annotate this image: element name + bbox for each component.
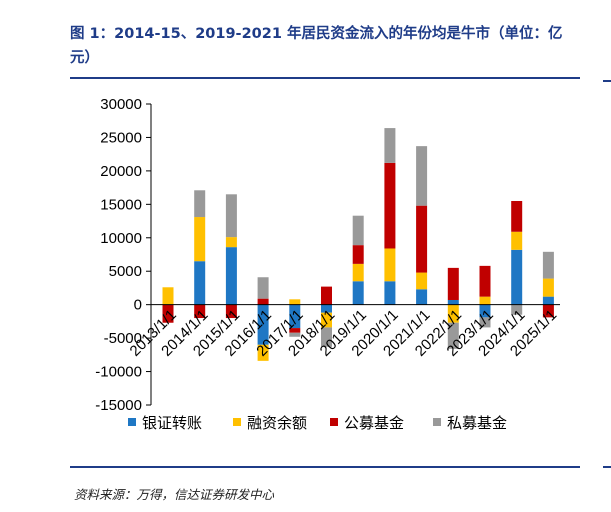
bar-2021/1/1-公募基金: [416, 205, 428, 273]
bar-2023/1/1-融资余额: [479, 296, 491, 305]
y-tick-label: -10000: [95, 364, 142, 381]
bar-2021/1/1-银证转账: [416, 289, 428, 305]
bar-2016/1/1-私募基金: [257, 277, 269, 299]
y-tick-label: 30000: [100, 96, 142, 113]
y-tick-label: -5000: [104, 330, 142, 347]
bar-2015/1/1-公募基金: [225, 304, 237, 319]
bar-2020/1/1-银证转账: [384, 281, 396, 305]
bar-2024/1/1-融资余额: [511, 231, 523, 250]
legend-swatch-融资余额: [233, 418, 241, 426]
bar-2014/1/1-公募基金: [194, 304, 206, 319]
y-tick-label: 0: [134, 297, 142, 314]
bar-2018/1/1-私募基金: [321, 327, 332, 347]
bar-2022/1/1-公募基金: [447, 267, 459, 300]
bar-2013/1/1-融资余额: [162, 287, 174, 305]
bar-2014/1/1-银证转账: [194, 261, 206, 305]
bar-2018/1/1-银证转账: [321, 304, 332, 313]
legend-label: 融资余额: [247, 414, 307, 432]
y-tick-label: 10000: [100, 230, 142, 247]
y-tick-label: 25000: [100, 129, 142, 146]
bar-2015/1/1-银证转账: [225, 247, 237, 305]
bar-2022/1/1-融资余额: [447, 304, 459, 323]
bar-2018/1/1-公募基金: [321, 286, 332, 305]
legend-label: 银证转账: [142, 414, 202, 432]
bar-2025/1/1-私募基金: [542, 251, 554, 279]
bar-2020/1/1-公募基金: [384, 162, 396, 249]
bar-2015/1/1-融资余额: [225, 237, 237, 248]
legend: 银证转账 融资余额 公募基金 私募基金: [128, 414, 507, 432]
bar-2025/1/1-银证转账: [542, 296, 554, 305]
bar-2016/1/1-融资余额: [257, 344, 269, 361]
bar-2014/1/1-私募基金: [194, 190, 206, 218]
bar-2017/1/1-融资余额: [289, 299, 301, 305]
bar-2024/1/1-私募基金: [511, 304, 523, 315]
legend-swatch-私募基金: [433, 418, 441, 426]
footer-rule: [70, 466, 580, 468]
bar-2017/1/1-银证转账: [289, 304, 301, 329]
bar-2019/1/1-融资余额: [352, 263, 364, 282]
bar-2021/1/1-融资余额: [416, 272, 428, 290]
bar-2023/1/1-私募基金: [479, 317, 491, 328]
bar-2019/1/1-公募基金: [352, 245, 364, 264]
bar-2017/1/1-私募基金: [289, 332, 301, 337]
legend-swatch-公募基金: [330, 418, 338, 426]
bar-2020/1/1-融资余额: [384, 248, 396, 282]
figure-title: 图 1：2014-15、2019-2021 年居民资金流入的年份均是牛市（单位：…: [70, 26, 563, 66]
bar-2025/1/1-公募基金: [542, 304, 554, 318]
bar-2021/1/1-私募基金: [416, 146, 428, 206]
y-tick-label: 20000: [100, 163, 142, 180]
bar-2022/1/1-银证转账: [447, 299, 459, 305]
bar-2015/1/1-私募基金: [225, 194, 237, 238]
axis-layer: -15000 -10000 -5000 0 5000 10000 15000 20000 250…: [95, 96, 560, 414]
title-rule: [70, 77, 580, 79]
bar-2019/1/1-私募基金: [352, 215, 364, 246]
bar-2017/1/1-公募基金: [289, 328, 301, 333]
bar-2019/1/1-银证转账: [352, 281, 364, 305]
bar-2025/1/1-融资余额: [542, 278, 554, 297]
bar-2023/1/1-银证转账: [479, 304, 491, 318]
bar-2016/1/1-银证转账: [257, 304, 269, 345]
bar-2024/1/1-银证转账: [511, 249, 523, 305]
legend-swatch-银证转账: [128, 418, 136, 426]
bar-2023/1/1-公募基金: [479, 265, 491, 297]
bars-layer: [162, 128, 554, 361]
bar-2022/1/1-私募基金: [447, 322, 459, 349]
bar-2024/1/1-公募基金: [511, 200, 523, 232]
source-note: 资料来源：万得，信达证券研发中心: [74, 487, 275, 502]
bar-2018/1/1-融资余额: [321, 312, 332, 328]
legend-label: 私募基金: [447, 414, 507, 432]
y-tick-label: -15000: [95, 397, 142, 414]
y-tick-label: 15000: [100, 196, 142, 213]
adjacent-footer-rule: [603, 466, 611, 468]
bar-2020/1/1-私募基金: [384, 128, 396, 163]
bar-2016/1/1-公募基金: [257, 298, 269, 305]
bar-2013/1/1-公募基金: [162, 304, 174, 323]
adjacent-figure-rule: [603, 80, 611, 82]
bar-2014/1/1-融资余额: [194, 217, 206, 262]
y-tick-label: 5000: [109, 263, 142, 280]
legend-label: 公募基金: [344, 414, 404, 432]
